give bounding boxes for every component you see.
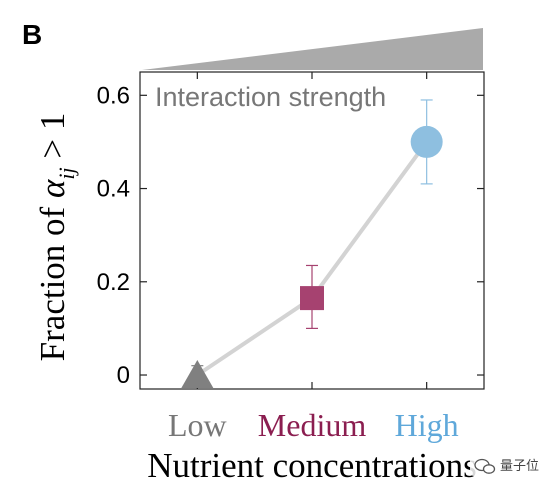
y-axis-label-suffix: > 1	[33, 113, 72, 168]
y-axis-ticks: 0 0.2 0.4 0.6	[97, 82, 484, 389]
category-labels: Low Medium High	[168, 407, 459, 443]
y-tick-label: 0.6	[97, 82, 130, 109]
y-tick-label: 0.2	[97, 269, 130, 296]
interaction-strength-wedge	[142, 28, 483, 70]
y-tick-label: 0	[117, 362, 130, 389]
watermark-text: 量子位	[500, 459, 539, 474]
y-axis-label-symbol: α	[33, 179, 72, 198]
series-medium-line	[181, 99, 443, 389]
watermark: 量子位	[470, 454, 546, 476]
y-axis-label-subscript: ij	[54, 167, 79, 179]
x-axis-label: Nutrient concentrations	[147, 446, 476, 485]
wechat-icon	[474, 458, 496, 474]
data-point-square	[300, 286, 324, 311]
x-axis-ticks	[196, 72, 428, 389]
y-axis-label: Fraction of αij > 1	[33, 113, 79, 362]
y-tick-label: 0.4	[97, 176, 130, 203]
series-line	[196, 140, 429, 377]
category-label: Medium	[258, 407, 367, 443]
y-axis-label-text: Fraction of	[33, 198, 72, 361]
panel-label: B	[22, 19, 42, 50]
data-point-triangle	[181, 360, 214, 389]
category-label: Low	[168, 407, 227, 443]
data-point-circle	[410, 125, 443, 158]
plot-frame	[139, 71, 485, 390]
category-label: High	[395, 407, 459, 443]
interaction-strength-label: Interaction strength	[155, 82, 386, 112]
